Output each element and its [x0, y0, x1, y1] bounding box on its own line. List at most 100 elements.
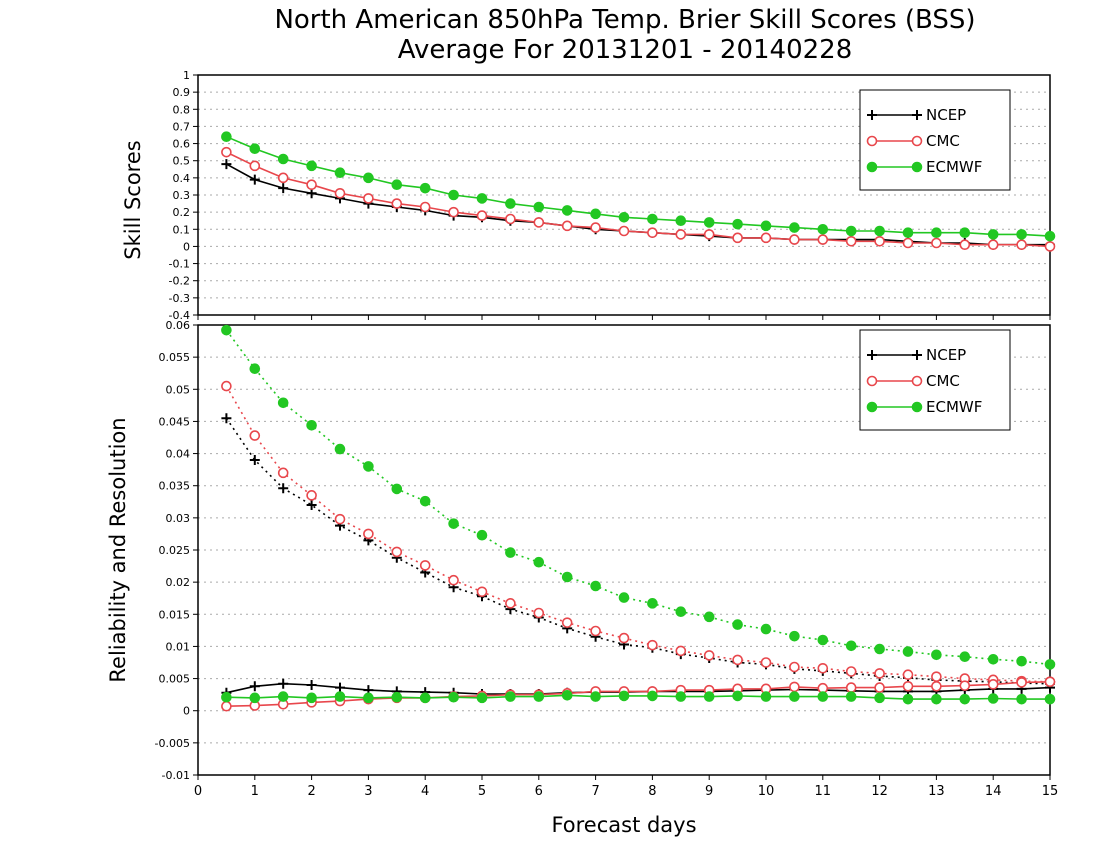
data-point: [590, 625, 601, 637]
data-point: [448, 206, 459, 218]
data-point: [1016, 229, 1027, 240]
data-point: [419, 182, 431, 194]
top-y-tick-label: 0.4: [173, 172, 191, 185]
legend-marker: [866, 401, 878, 413]
data-point: [1016, 239, 1027, 251]
data-point: [249, 160, 261, 172]
data-point: [334, 513, 346, 525]
data-point: [959, 693, 971, 705]
data-point: [817, 691, 829, 702]
data-point: [561, 205, 573, 216]
data-point: [959, 239, 971, 251]
data-point: [505, 598, 516, 609]
data-point: [306, 419, 317, 431]
data-point: [760, 623, 772, 635]
data-point: [1016, 693, 1027, 705]
bottom-y-tick-label: 0.035: [159, 480, 191, 493]
data-point: [647, 639, 658, 651]
data-point: [505, 547, 516, 558]
data-point: [533, 556, 545, 568]
data-point: [419, 201, 431, 213]
data-point: [221, 700, 232, 712]
data-point: [306, 490, 317, 501]
data-point: [419, 692, 431, 704]
data-point: [1044, 659, 1056, 670]
data-point: [647, 598, 658, 609]
data-point: [590, 222, 601, 233]
data-point: [363, 172, 374, 184]
data-point: [618, 225, 630, 237]
data-point: [533, 691, 545, 702]
legend-label-ncep: NCEP: [926, 106, 966, 124]
data-point: [221, 413, 232, 424]
legend-marker: [911, 401, 923, 413]
data-point: [505, 691, 516, 702]
data-point: [845, 225, 857, 237]
data-point: [306, 680, 317, 690]
data-point: [931, 649, 942, 661]
data-point: [845, 682, 857, 693]
top-legend: NCEP CMC ECMWF: [859, 89, 1011, 191]
x-tick-label: 9: [705, 784, 713, 799]
data-point: [419, 495, 431, 507]
data-point: [987, 693, 999, 704]
data-point: [1016, 677, 1027, 688]
top-y-tick-label: -0.2: [169, 275, 190, 288]
data-point: [391, 198, 403, 209]
data-point: [732, 232, 743, 244]
data-point: [675, 215, 687, 227]
legend-marker: [912, 110, 922, 120]
data-point: [249, 455, 260, 465]
data-point: [618, 211, 630, 223]
data-point: [703, 611, 715, 623]
data-point: [931, 227, 942, 239]
data-point: [249, 430, 261, 441]
data-point: [902, 237, 914, 249]
data-point: [845, 666, 857, 677]
top-y-tick-label: 0.9: [173, 86, 191, 99]
data-point: [874, 682, 885, 693]
data-point: [590, 580, 601, 592]
data-point: [1044, 241, 1056, 252]
data-point: [221, 146, 232, 158]
data-point: [306, 692, 317, 704]
data-point: [902, 227, 914, 239]
bottom-y-tick-label: 0.045: [159, 415, 191, 428]
data-point: [278, 483, 289, 494]
data-point: [647, 690, 658, 702]
x-tick-label: 2: [307, 784, 315, 799]
legend-box: [859, 329, 1011, 431]
top-y-tick-label: -0.4: [169, 309, 190, 322]
legend-label-cmc: CMC: [926, 132, 960, 150]
data-point: [561, 571, 573, 583]
bottom-y-tick-label: 0.04: [166, 448, 191, 461]
x-tick-label: 1: [251, 784, 259, 799]
x-tick-label: 12: [871, 784, 888, 799]
data-point: [221, 131, 232, 143]
data-point: [760, 657, 772, 668]
bottom-y-tick-label: -0.01: [162, 769, 190, 782]
data-point: [448, 189, 459, 201]
data-point: [277, 691, 289, 702]
data-point: [476, 529, 488, 541]
data-point: [476, 586, 488, 598]
data-point: [987, 653, 999, 665]
data-point: [789, 630, 800, 642]
data-point: [618, 632, 630, 644]
chart-title-line2: Average For 20131201 - 20140228: [398, 35, 853, 65]
reliability-resolution-panel: -0.01 -0.005 0 0.005 0.01 0.015 0.02 0.025 0.03 0…: [155, 319, 1059, 799]
top-series-cmc: [221, 146, 1056, 252]
data-point: [448, 691, 459, 703]
bottom-plot-frame: [197, 324, 1051, 776]
data-point: [902, 646, 914, 657]
x-tick-label: 15: [1042, 784, 1059, 799]
bottom-y-tick-label: 0.015: [159, 608, 191, 621]
data-point: [533, 201, 545, 213]
legend-marker: [867, 110, 877, 120]
data-point: [1044, 693, 1056, 705]
x-tick-label: 5: [478, 784, 486, 799]
data-point: [221, 324, 232, 336]
data-point: [476, 692, 488, 704]
data-point: [789, 234, 800, 245]
top-y-tick-label: 0.7: [173, 120, 191, 133]
